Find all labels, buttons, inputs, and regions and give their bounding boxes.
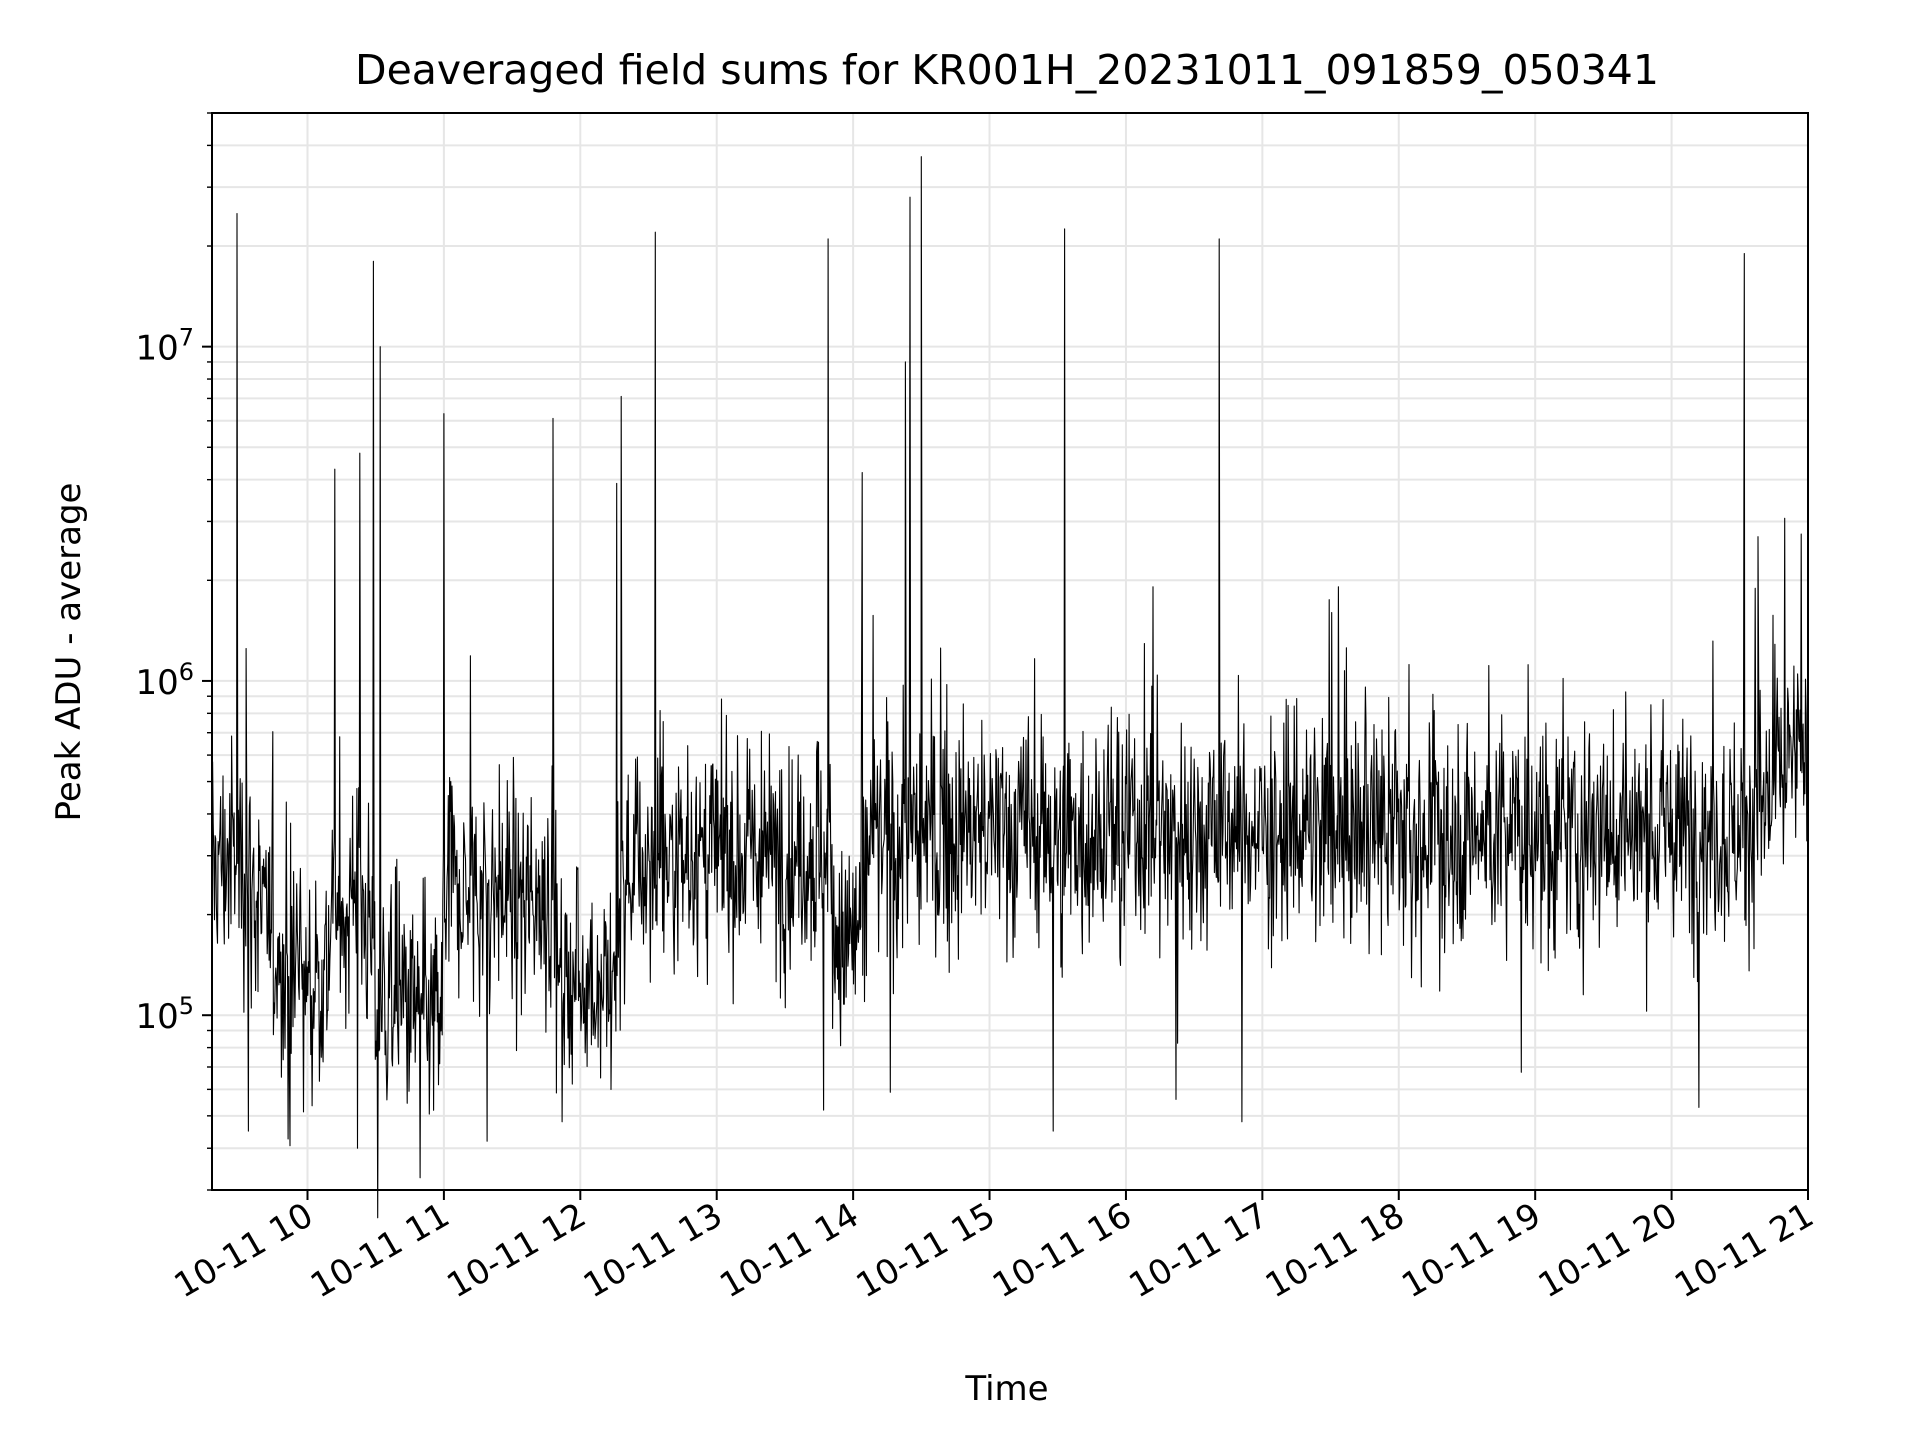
x-axis-label: Time [964,1369,1048,1409]
series-line [211,156,1809,1219]
data-line [211,156,1809,1219]
plot-frame [211,112,1809,1191]
chart-title: Deaveraged field sums for KR001H_2023101… [355,46,1659,94]
y-axis-label: Peak ADU - average [49,483,89,822]
y-tick-label: 106 [135,658,194,703]
y-tick-label: 107 [135,324,194,369]
y-tick-label: 105 [135,992,194,1037]
